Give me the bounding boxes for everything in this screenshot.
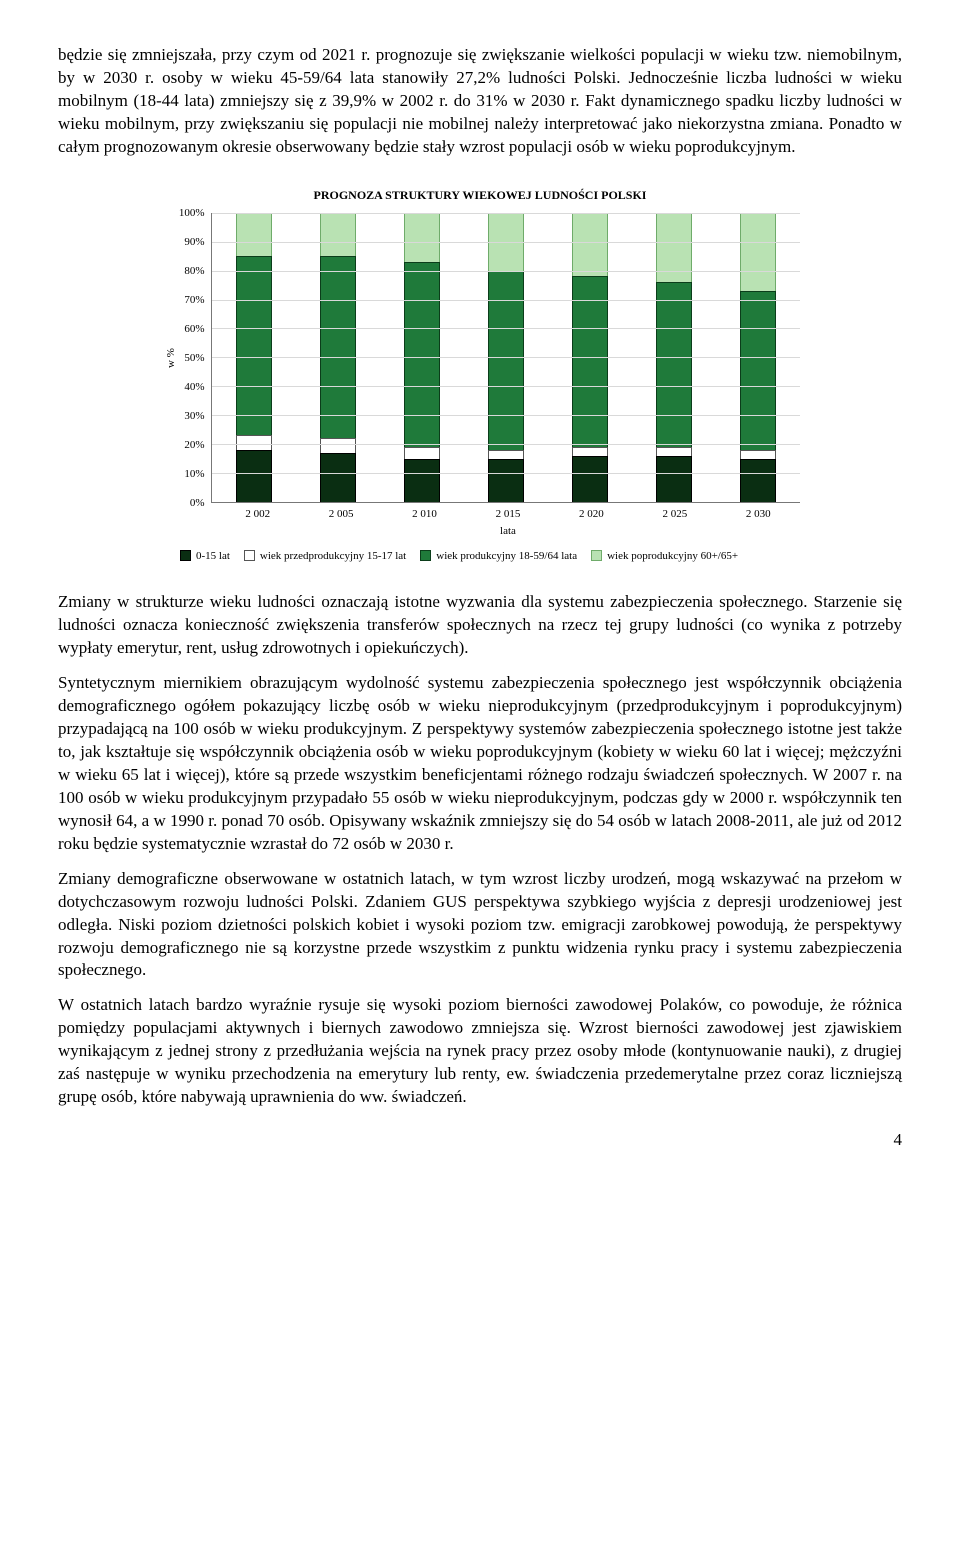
bar-segment (740, 213, 776, 291)
chart-x-axis: 2 002 2 005 2 010 2 015 2 020 2 025 2 030 (216, 507, 800, 522)
legend-item: wiek przedprodukcyjny 15-17 lat (244, 549, 406, 564)
x-tick-label: 2 002 (240, 507, 276, 522)
page-number: 4 (58, 1129, 902, 1152)
gridline (212, 444, 800, 445)
bar-segment (404, 447, 440, 459)
chart-legend: 0-15 lat wiek przedprodukcyjny 15-17 lat w… (180, 549, 800, 564)
body-paragraph: W ostatnich latach bardzo wyraźnie rysuj… (58, 994, 902, 1109)
bar-segment (656, 282, 692, 447)
bar-segment (572, 276, 608, 447)
chart-x-axis-label: lata (216, 524, 800, 539)
gridline (212, 473, 800, 474)
bar-segment (320, 453, 356, 502)
x-tick-label: 2 015 (490, 507, 526, 522)
gridline (212, 328, 800, 329)
bar-segment (740, 291, 776, 450)
legend-item: wiek poprodukcyjny 60+/65+ (591, 549, 738, 564)
x-tick-label: 2 010 (407, 507, 443, 522)
bar-segment (572, 447, 608, 456)
chart-title: PROGNOZA STRUKTURY WIEKOWEJ LUDNOŚCI POL… (160, 187, 800, 203)
body-paragraph: Zmiany w strukturze wieku ludności oznac… (58, 591, 902, 660)
x-tick-label: 2 025 (657, 507, 693, 522)
legend-swatch (591, 550, 602, 561)
gridline (212, 357, 800, 358)
bar-segment (488, 450, 524, 459)
bar-segment (320, 256, 356, 438)
body-paragraph: Syntetycznym miernikiem obrazującym wydo… (58, 672, 902, 856)
bar-segment (656, 213, 692, 282)
bar-segment (320, 438, 356, 452)
bar-segment (656, 447, 692, 456)
body-paragraph: będzie się zmniejszała, przy czym od 202… (58, 44, 902, 159)
legend-label: wiek przedprodukcyjny 15-17 lat (260, 549, 406, 564)
gridline (212, 300, 800, 301)
legend-item: 0-15 lat (180, 549, 230, 564)
bar-segment (236, 435, 272, 449)
bar-segment (572, 213, 608, 277)
chart-y-axis: 100%90%80%70%60%50%40%30%20%10%0% (179, 213, 211, 503)
gridline (212, 213, 800, 214)
gridline (212, 386, 800, 387)
bar-segment (236, 256, 272, 435)
x-tick-label: 2 005 (323, 507, 359, 522)
legend-label: 0-15 lat (196, 549, 230, 564)
gridline (212, 242, 800, 243)
chart-plot-area (211, 213, 800, 503)
bar-segment (740, 450, 776, 459)
bar-segment (488, 271, 524, 450)
legend-label: wiek produkcyjny 18-59/64 lata (436, 549, 577, 564)
x-tick-label: 2 030 (740, 507, 776, 522)
legend-swatch (420, 550, 431, 561)
population-forecast-chart: PROGNOZA STRUKTURY WIEKOWEJ LUDNOŚCI POL… (160, 187, 800, 564)
bar-segment (236, 450, 272, 502)
legend-swatch (244, 550, 255, 561)
legend-swatch (180, 550, 191, 561)
bar-segment (404, 213, 440, 262)
bar-segment (488, 459, 524, 502)
gridline (212, 271, 800, 272)
x-tick-label: 2 020 (573, 507, 609, 522)
bar-segment (404, 262, 440, 447)
legend-label: wiek poprodukcyjny 60+/65+ (607, 549, 738, 564)
bar-segment (656, 456, 692, 502)
bar-segment (236, 213, 272, 256)
bar-segment (404, 459, 440, 502)
legend-item: wiek produkcyjny 18-59/64 lata (420, 549, 577, 564)
bar-segment (320, 213, 356, 256)
gridline (212, 415, 800, 416)
bar-segment (572, 456, 608, 502)
body-paragraph: Zmiany demograficzne obserwowane w ostat… (58, 868, 902, 983)
bar-segment (740, 459, 776, 502)
chart-y-axis-label: w % (160, 213, 179, 503)
